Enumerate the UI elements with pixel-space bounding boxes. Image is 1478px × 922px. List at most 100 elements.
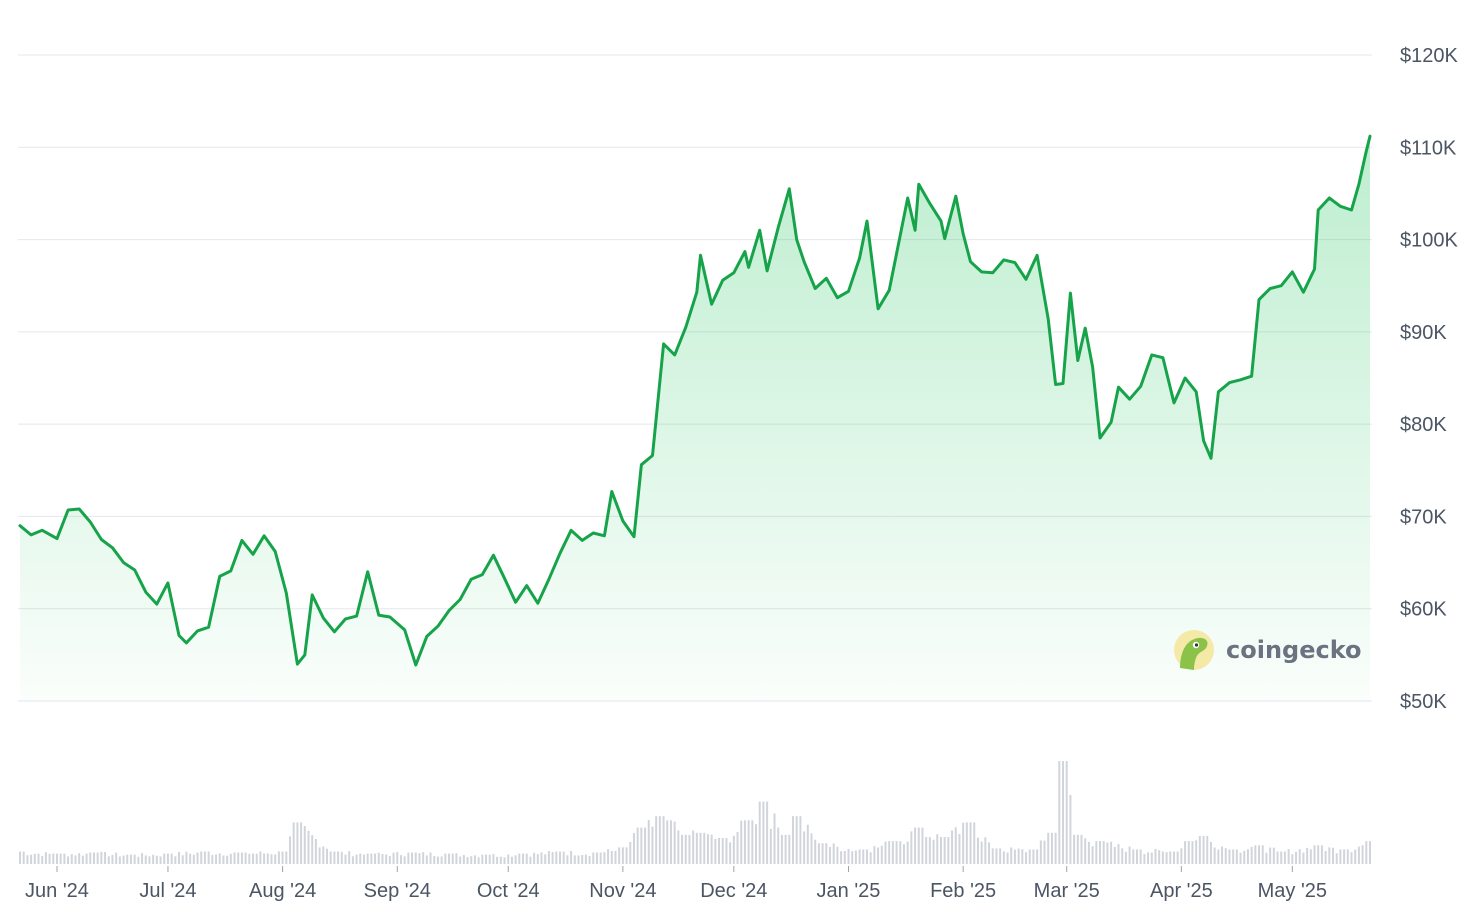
volume-bar (436, 856, 439, 864)
volume-bar (263, 853, 266, 864)
volume-bar (644, 827, 647, 864)
volume-bar (1354, 849, 1357, 864)
volume-bar (1332, 847, 1335, 864)
volume-bar (122, 855, 125, 864)
volume-bar (614, 850, 617, 864)
volume-bar (1073, 834, 1076, 864)
volume-bar (1187, 841, 1190, 864)
volume-bar (496, 856, 499, 864)
volume-bar (1062, 761, 1065, 864)
volume-bar (451, 853, 454, 864)
volume-bar (621, 847, 624, 864)
volume-bar (1021, 849, 1024, 864)
volume-bar (1295, 851, 1298, 864)
volume-bar (155, 855, 158, 864)
volume-bar (647, 820, 650, 864)
volume-bar (547, 851, 550, 864)
volume-bar (92, 852, 95, 864)
volume-bar (55, 853, 58, 864)
volume-bar (203, 851, 206, 864)
volume-bar (1283, 851, 1286, 864)
volume-bar (1025, 852, 1028, 864)
volume-bar (592, 852, 595, 864)
volume-bar (207, 851, 210, 864)
volume-bar (988, 842, 991, 864)
volume-bar (111, 854, 114, 864)
volume-bar (26, 855, 29, 864)
volume-bar (544, 854, 547, 864)
volume-bar (1165, 852, 1168, 864)
volume-bar (166, 853, 169, 864)
volume-bar (769, 828, 772, 864)
volume-bar (906, 841, 909, 864)
volume-bar (562, 851, 565, 864)
volume-bar (274, 854, 277, 864)
volume-bar (1139, 849, 1142, 864)
volume-bar (300, 822, 303, 864)
volume-bar (684, 834, 687, 864)
volume-bar (285, 851, 288, 864)
volume-bar (980, 841, 983, 864)
volume-bar (1258, 845, 1261, 864)
x-axis: Jun '24 Jul '24 Aug '24 Sep '24 Oct '24 Nov '… (25, 866, 1327, 902)
volume-bar (1217, 849, 1220, 864)
volume-bar (1184, 841, 1187, 864)
volume-bar (936, 834, 939, 864)
volume-bar (999, 848, 1002, 864)
volume-bar (632, 833, 635, 864)
volume-bar (714, 839, 717, 864)
volume-bar (522, 853, 525, 864)
volume-bar (477, 857, 480, 864)
volume-bar (710, 834, 713, 864)
volume-bar (507, 854, 510, 864)
volume-bar (141, 853, 144, 864)
volume-bar (1047, 832, 1050, 864)
volume-bar (370, 853, 373, 864)
volume-bar (995, 848, 998, 864)
volume-bar (1343, 849, 1346, 864)
volume-bar (470, 856, 473, 864)
volume-bar (810, 833, 813, 864)
volume-bar (1039, 840, 1042, 864)
volume-bar (466, 857, 469, 864)
volume-bar (1017, 848, 1020, 864)
volume-bar (377, 852, 380, 864)
volume-bar (1191, 841, 1194, 864)
volume-bar (70, 854, 73, 864)
volume-bar (1309, 849, 1312, 864)
volume-bar (566, 855, 569, 864)
volume-bar (1132, 849, 1135, 864)
volume-bar (485, 854, 488, 864)
volume-bar (181, 855, 184, 864)
volume-bar (677, 830, 680, 864)
volume-bar (610, 850, 613, 864)
y-axis: $50K $60K $70K $80K $90K $100K $110K $120K (1400, 45, 1458, 713)
volume-bar (385, 854, 388, 864)
volume-bar (577, 855, 580, 864)
volume-bar (681, 834, 684, 864)
price-line (18, 134, 1372, 667)
volume-bar (1172, 851, 1175, 864)
gecko-logo-icon (1174, 630, 1214, 670)
volume-bar (721, 838, 724, 864)
volume-bar (1221, 846, 1224, 864)
volume-bar (1076, 834, 1079, 864)
volume-bar (669, 820, 672, 864)
volume-bar (1102, 841, 1105, 864)
x-tick-label: May '25 (1258, 880, 1327, 902)
volume-bar (843, 850, 846, 864)
volume-bar (414, 852, 417, 864)
volume-bar (1291, 854, 1294, 864)
volume-bar (1121, 848, 1124, 864)
volume-bar (880, 845, 883, 864)
volume-bar (873, 846, 876, 864)
y-tick-label: $50K (1400, 691, 1447, 713)
volume-bar (185, 851, 188, 864)
volume-bar (107, 856, 110, 864)
volume-bar (706, 834, 709, 864)
volume-bar (30, 854, 33, 864)
volume-bar (951, 830, 954, 864)
volume-bar (503, 857, 506, 864)
volume-bar (196, 852, 199, 864)
